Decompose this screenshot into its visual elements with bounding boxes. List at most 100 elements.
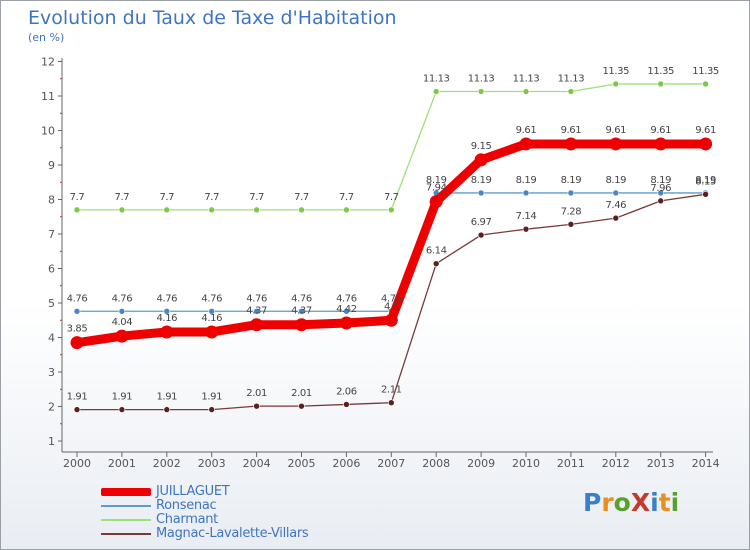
data-point-juillaguet	[564, 137, 578, 151]
data-point-magnac-lavalette-villars	[73, 406, 81, 413]
data-point-ronsenac	[298, 307, 305, 315]
data-point-magnac-lavalette-villars	[477, 231, 485, 239]
data-point-charmant	[343, 206, 350, 214]
data-label-magnac-lavalette-villars: 1.91	[67, 392, 88, 403]
data-label-ronsenac: 8.19	[605, 175, 626, 186]
legend-label-juillaguet: JUILLAGUET	[156, 484, 230, 499]
y-tick-label: 5	[48, 297, 55, 310]
data-label-magnac-lavalette-villars: 7.28	[561, 206, 582, 217]
data-label-magnac-lavalette-villars: 2.06	[336, 386, 357, 397]
data-point-juillaguet	[160, 325, 174, 339]
data-point-juillaguet	[474, 153, 488, 167]
data-point-charmant	[657, 80, 665, 88]
data-point-charmant	[567, 88, 575, 95]
x-tick-label: 2014	[692, 457, 720, 470]
data-point-juillaguet	[519, 137, 533, 151]
x-tick-label: 2006	[332, 457, 360, 470]
data-point-magnac-lavalette-villars	[298, 402, 305, 410]
data-point-magnac-lavalette-villars	[522, 225, 530, 233]
data-label-ronsenac: 4.76	[156, 293, 177, 304]
data-point-charmant	[253, 206, 260, 214]
data-point-juillaguet	[654, 137, 668, 151]
data-label-magnac-lavalette-villars: 7.46	[605, 200, 626, 211]
data-label-juillaguet: 9.15	[471, 141, 492, 152]
y-tick-label: 1	[48, 435, 55, 448]
data-point-magnac-lavalette-villars	[612, 214, 620, 222]
data-label-charmant: 11.35	[692, 66, 719, 77]
data-label-juillaguet: 9.61	[605, 125, 626, 136]
logo-letter: o	[613, 488, 631, 517]
data-point-juillaguet	[205, 325, 219, 339]
x-tick-label: 2007	[377, 457, 405, 470]
x-tick-label: 2011	[557, 457, 585, 470]
x-tick-label: 2009	[467, 457, 495, 470]
data-label-charmant: 11.35	[602, 66, 629, 77]
x-tick-label: 2000	[63, 457, 91, 470]
data-point-ronsenac	[163, 307, 171, 315]
data-point-ronsenac	[567, 189, 575, 197]
data-label-ronsenac: 4.76	[67, 293, 88, 304]
y-tick-label: 11	[41, 90, 55, 103]
data-point-charmant	[702, 80, 709, 88]
data-label-charmant: 7.7	[339, 192, 354, 203]
data-point-juillaguet	[609, 137, 623, 151]
data-point-magnac-lavalette-villars	[118, 406, 126, 413]
data-point-magnac-lavalette-villars	[657, 197, 665, 205]
legend-label-magnac: Magnac-Lavalette-Villars	[156, 526, 309, 541]
data-label-juillaguet: 9.61	[650, 125, 671, 136]
data-point-ronsenac	[612, 189, 620, 197]
data-point-magnac-lavalette-villars	[432, 260, 440, 267]
data-label-juillaguet: 4.5	[384, 301, 399, 312]
chart-subtitle: (en %)	[28, 31, 65, 44]
data-point-ronsenac	[477, 189, 485, 197]
data-label-charmant: 7.7	[70, 192, 85, 203]
data-label-charmant: 7.7	[204, 192, 219, 203]
proxiti-logo: ProXiti	[583, 488, 679, 517]
data-point-juillaguet	[250, 318, 264, 332]
data-label-juillaguet: 9.61	[561, 125, 582, 136]
data-label-magnac-lavalette-villars: 2.01	[291, 388, 312, 399]
data-label-charmant: 7.7	[294, 192, 309, 203]
data-label-magnac-lavalette-villars: 6.14	[426, 246, 447, 257]
data-point-magnac-lavalette-villars	[567, 221, 575, 228]
chart-title: Evolution du Taux de Taxe d'Habitation	[28, 7, 397, 29]
legend-label-ronsenac: Ronsenac	[156, 498, 217, 513]
logo-letter: r	[601, 488, 614, 517]
y-tick-label: 4	[48, 332, 55, 345]
data-label-juillaguet: 4.16	[201, 313, 222, 324]
data-point-magnac-lavalette-villars	[702, 191, 709, 198]
x-tick-label: 2003	[198, 457, 226, 470]
data-point-charmant	[163, 206, 171, 214]
data-point-juillaguet	[384, 313, 398, 327]
data-point-ronsenac	[522, 189, 530, 197]
data-label-ronsenac: 8.19	[561, 175, 582, 186]
x-tick-label: 2010	[512, 457, 540, 470]
y-tick-label: 7	[48, 228, 55, 241]
x-tick-label: 2005	[288, 457, 316, 470]
data-label-charmant: 11.13	[558, 74, 585, 85]
y-tick-label: 12	[41, 56, 55, 69]
data-point-juillaguet	[429, 195, 443, 209]
data-label-ronsenac: 4.76	[201, 293, 222, 304]
x-tick-label: 2012	[602, 457, 630, 470]
data-point-ronsenac	[343, 307, 350, 315]
x-tick-label: 2013	[647, 457, 675, 470]
data-label-ronsenac: 8.19	[471, 175, 492, 186]
logo-letter: X	[630, 488, 651, 517]
data-point-charmant	[73, 206, 81, 214]
data-label-charmant: 11.35	[647, 66, 674, 77]
data-point-charmant	[432, 88, 440, 95]
x-tick-label: 2004	[243, 457, 271, 470]
data-point-magnac-lavalette-villars	[387, 399, 395, 407]
data-label-magnac-lavalette-villars: 2.01	[246, 388, 267, 399]
data-label-charmant: 11.13	[513, 74, 540, 85]
legend-swatch-magnac	[101, 533, 151, 535]
data-point-juillaguet	[699, 137, 713, 151]
y-tick-label: 2	[48, 401, 55, 414]
logo-letter: i	[650, 488, 659, 517]
legend-label-charmant: Charmant	[156, 512, 218, 527]
data-label-magnac-lavalette-villars: 7.96	[650, 183, 671, 194]
logo-letter: P	[583, 488, 602, 517]
